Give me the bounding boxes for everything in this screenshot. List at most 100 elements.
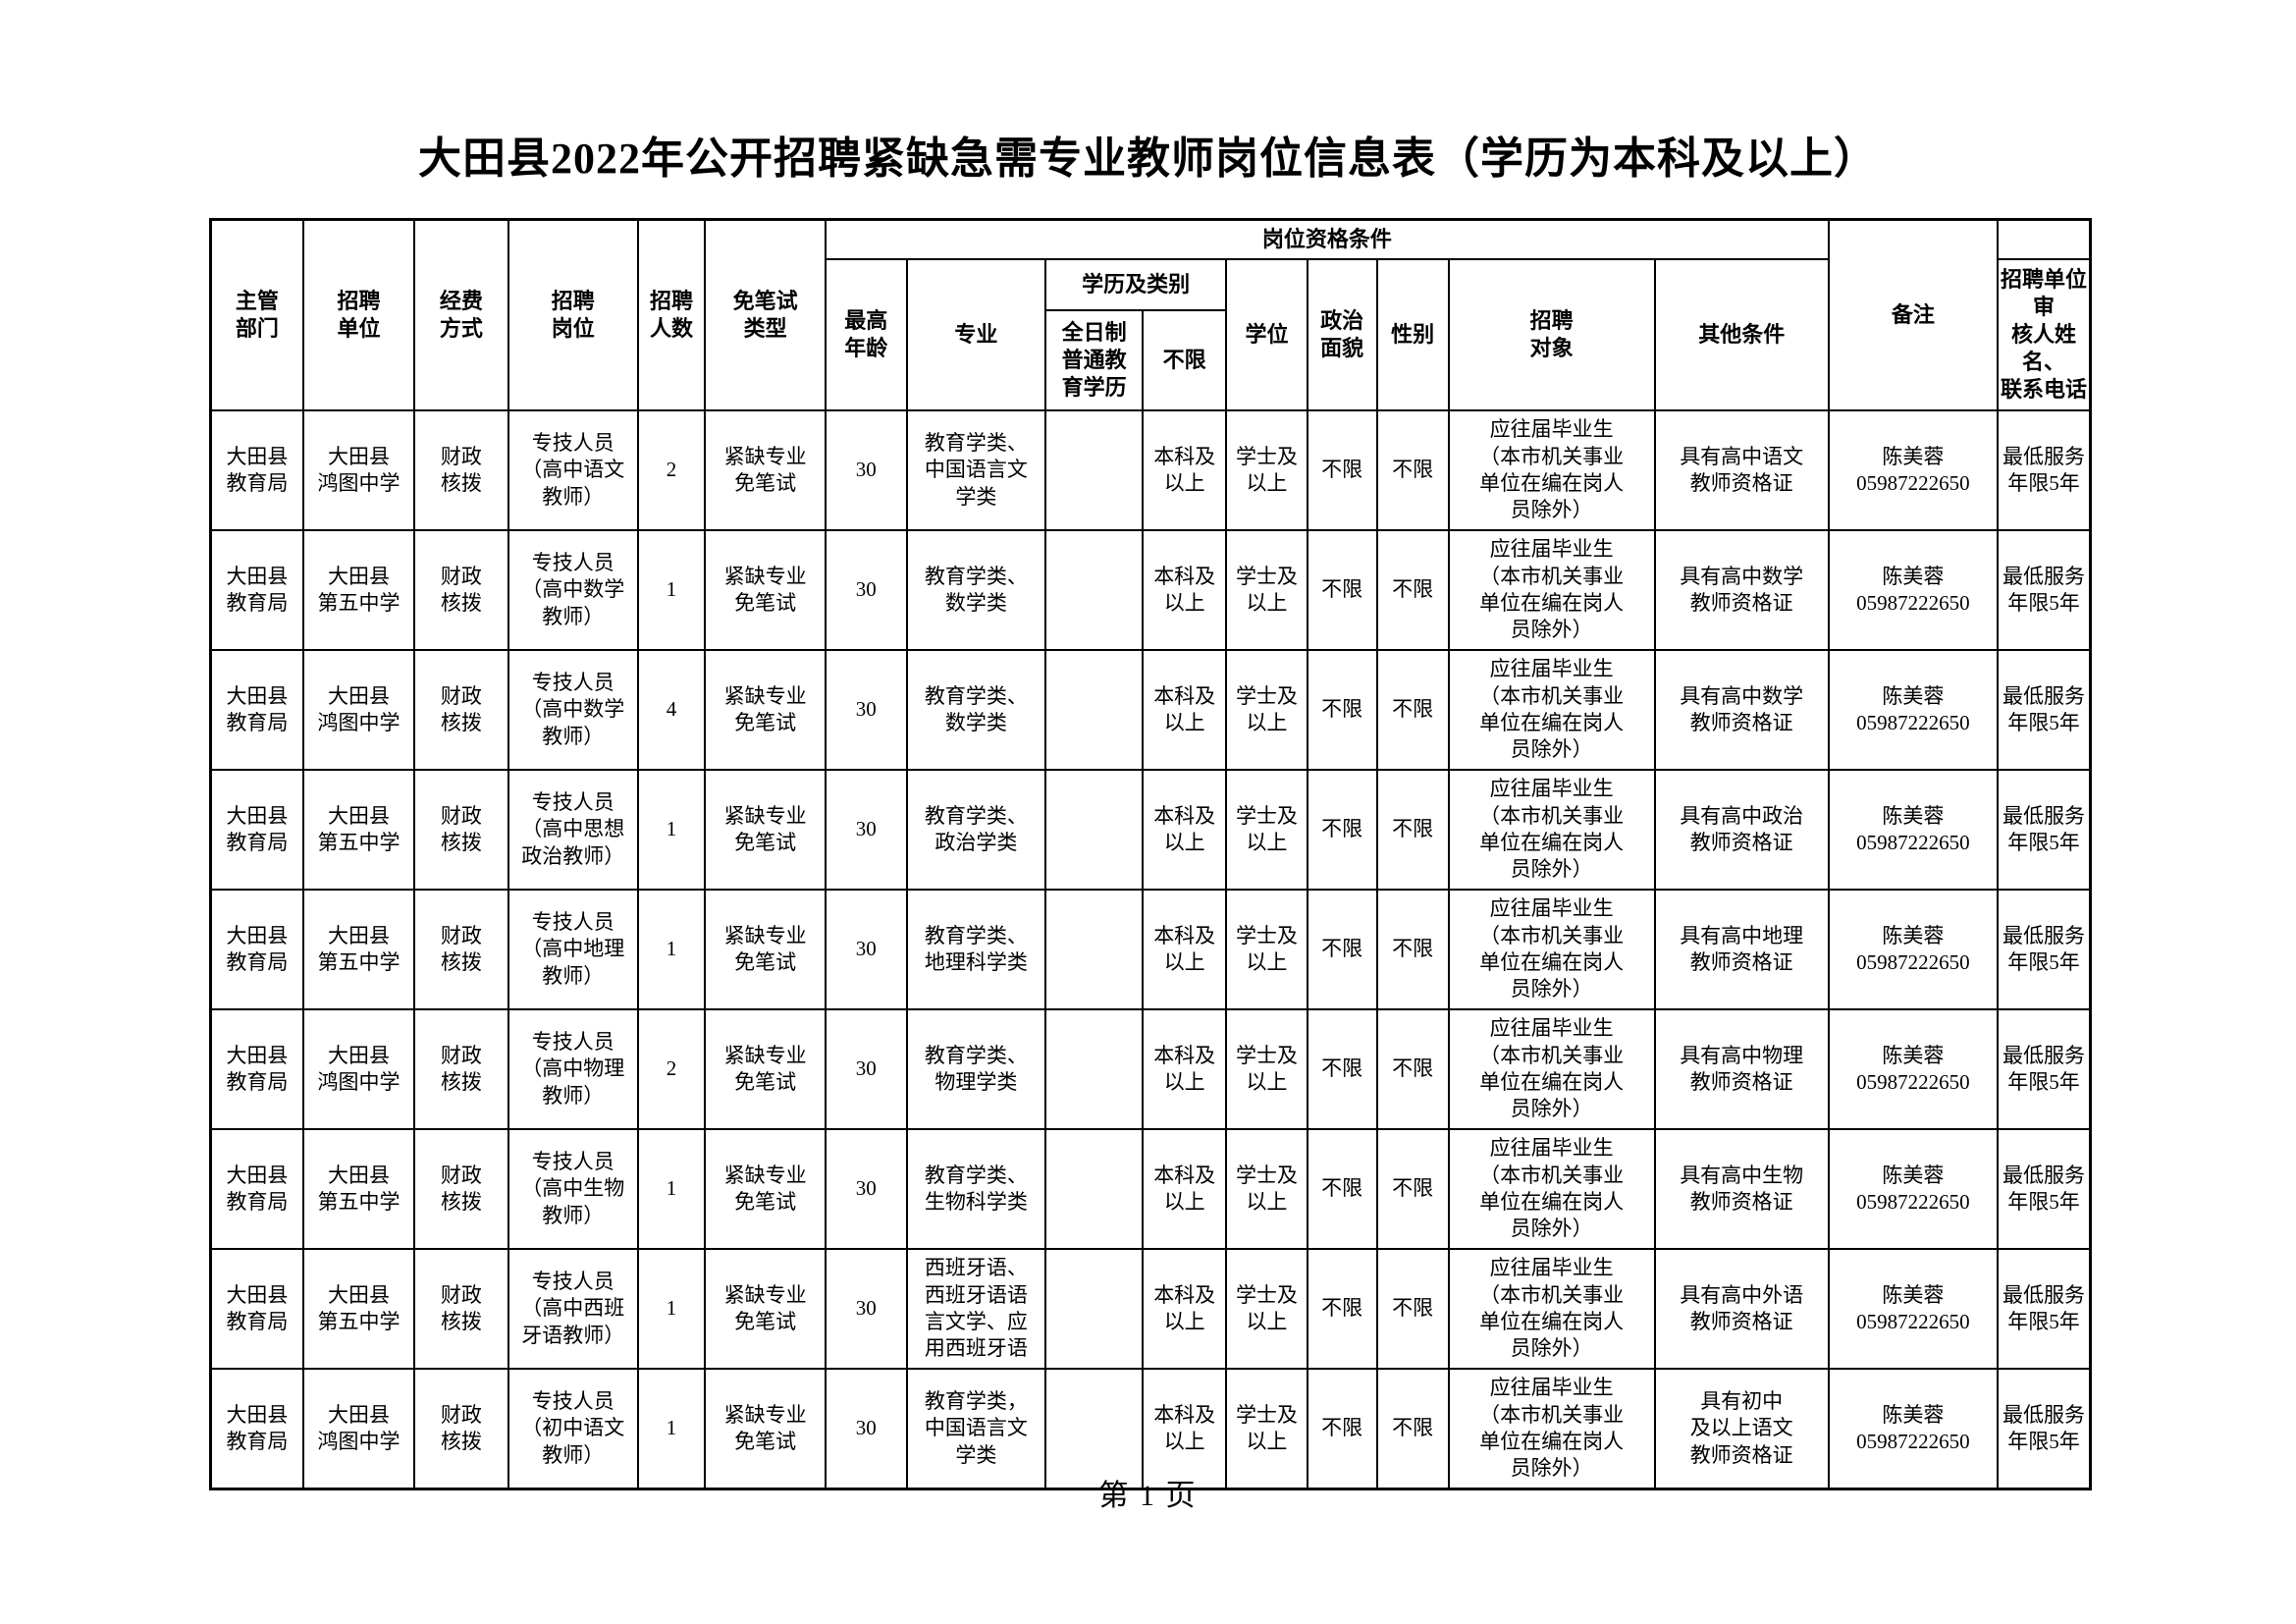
cell-funding-method: 财政 核拨	[413, 649, 509, 771]
cell-headcount: 1	[636, 769, 707, 891]
col-header-exam-waiver-type: 免笔试 类型	[704, 218, 827, 411]
cell-recruiting-unit: 大田县 鸿图中学	[301, 1368, 416, 1490]
cell-remarks: 最低服务 年限5年	[1996, 1248, 2092, 1370]
cell-political-status: 不限	[1306, 1128, 1378, 1250]
cell-degree: 学士及 以上	[1225, 1128, 1308, 1250]
cell-remarks: 最低服务 年限5年	[1996, 529, 2092, 651]
col-header-unrestricted: 不限	[1142, 309, 1228, 411]
cell-remarks: 最低服务 年限5年	[1996, 409, 2092, 531]
cell-position: 专技人员 （高中数学 教师）	[507, 529, 639, 651]
cell-target-applicants: 应往届毕业生 （本市机关事业 单位在编在岗人 员除外）	[1447, 1248, 1656, 1370]
cell-remarks: 最低服务 年限5年	[1996, 1128, 2092, 1250]
table-row: 大田县 教育局 大田县 第五中学 财政 核拨 专技人员 （高中数学 教师） 1 紧缺专业 …	[209, 529, 2092, 651]
cell-target-applicants: 应往届毕业生 （本市机关事业 单位在编在岗人 员除外）	[1447, 529, 1656, 651]
cell-exam-waiver-type: 紧缺专业 免笔试	[704, 1368, 827, 1490]
page-title: 大田县2022年公开招聘紧缺急需专业教师岗位信息表（学历为本科及以上）	[418, 135, 1878, 183]
cell-unrestricted: 本科及 以上	[1142, 649, 1228, 771]
cell-reviewer-contact: 陈美蓉 05987222650	[1827, 1368, 1999, 1490]
cell-reviewer-contact: 陈美蓉 05987222650	[1827, 889, 1999, 1010]
cell-supervising-department: 大田县 教育局	[209, 529, 304, 651]
cell-remarks: 最低服务 年限5年	[1996, 1008, 2092, 1130]
cell-funding-method: 财政 核拨	[413, 889, 509, 1010]
col-header-recruiting-unit: 招聘 单位	[301, 218, 416, 411]
cell-gender: 不限	[1375, 1008, 1450, 1130]
cell-reviewer-contact: 陈美蓉 05987222650	[1827, 769, 1999, 891]
col-header-political-status: 政治 面貌	[1306, 258, 1378, 411]
cell-max-age: 30	[824, 769, 908, 891]
cell-max-age: 30	[824, 409, 908, 531]
cell-gender: 不限	[1375, 1248, 1450, 1370]
job-information-table-container: 主管 部门 招聘 单位 经费 方式 招聘 岗位 招聘 人数 免笔试 类型 岗位资…	[209, 218, 2092, 1490]
cell-exam-waiver-type: 紧缺专业 免笔试	[704, 409, 827, 531]
group-header-education-category: 学历及类别	[1044, 258, 1228, 311]
cell-exam-waiver-type: 紧缺专业 免笔试	[704, 769, 827, 891]
cell-supervising-department: 大田县 教育局	[209, 1368, 304, 1490]
cell-fulltime-general-education	[1044, 529, 1145, 651]
cell-unrestricted: 本科及 以上	[1142, 409, 1228, 531]
cell-supervising-department: 大田县 教育局	[209, 1008, 304, 1130]
cell-gender: 不限	[1375, 1368, 1450, 1490]
cell-unrestricted: 本科及 以上	[1142, 1368, 1228, 1490]
cell-supervising-department: 大田县 教育局	[209, 409, 304, 531]
cell-reviewer-contact: 陈美蓉 05987222650	[1827, 409, 1999, 531]
cell-position: 专技人员 （高中语文 教师）	[507, 409, 639, 531]
cell-headcount: 2	[636, 409, 707, 531]
cell-exam-waiver-type: 紧缺专业 免笔试	[704, 1248, 827, 1370]
cell-gender: 不限	[1375, 529, 1450, 651]
cell-other-conditions: 具有高中地理 教师资格证	[1653, 889, 1830, 1010]
cell-degree: 学士及 以上	[1225, 649, 1308, 771]
cell-position: 专技人员 （高中生物 教师）	[507, 1128, 639, 1250]
cell-supervising-department: 大田县 教育局	[209, 649, 304, 771]
cell-major: 教育学类， 中国语言文 学类	[905, 1368, 1047, 1490]
cell-max-age: 30	[824, 529, 908, 651]
col-header-major: 专业	[905, 258, 1047, 411]
cell-exam-waiver-type: 紧缺专业 免笔试	[704, 649, 827, 771]
cell-unrestricted: 本科及 以上	[1142, 529, 1228, 651]
cell-headcount: 1	[636, 1248, 707, 1370]
cell-funding-method: 财政 核拨	[413, 1248, 509, 1370]
cell-reviewer-contact: 陈美蓉 05987222650	[1827, 649, 1999, 771]
col-header-gender: 性别	[1375, 258, 1450, 411]
cell-political-status: 不限	[1306, 1368, 1378, 1490]
col-header-headcount: 招聘 人数	[636, 218, 707, 411]
table-row: 大田县 教育局 大田县 第五中学 财政 核拨 专技人员 （高中地理 教师） 1 紧缺专业 …	[209, 889, 2092, 1010]
cell-unrestricted: 本科及 以上	[1142, 769, 1228, 891]
cell-political-status: 不限	[1306, 409, 1378, 531]
cell-supervising-department: 大田县 教育局	[209, 889, 304, 1010]
cell-remarks: 最低服务 年限5年	[1996, 769, 2092, 891]
cell-other-conditions: 具有高中物理 教师资格证	[1653, 1008, 1830, 1130]
cell-fulltime-general-education	[1044, 649, 1145, 771]
cell-funding-method: 财政 核拨	[413, 1008, 509, 1130]
table-row: 大田县 教育局 大田县 鸿图中学 财政 核拨 专技人员 （初中语文 教师） 1 紧缺专业 …	[209, 1368, 2092, 1490]
cell-funding-method: 财政 核拨	[413, 1368, 509, 1490]
cell-fulltime-general-education	[1044, 1248, 1145, 1370]
cell-major: 教育学类、 数学类	[905, 529, 1047, 651]
cell-other-conditions: 具有高中生物 教师资格证	[1653, 1128, 1830, 1250]
header-row-group: 主管 部门 招聘 单位 经费 方式 招聘 岗位 招聘 人数 免笔试 类型 岗位资…	[209, 218, 2091, 411]
cell-target-applicants: 应往届毕业生 （本市机关事业 单位在编在岗人 员除外）	[1447, 1128, 1656, 1250]
cell-unrestricted: 本科及 以上	[1142, 1008, 1228, 1130]
header-row-leaf: 全日制 普通教 育学历 不限	[211, 309, 2091, 411]
cell-position: 专技人员 （初中语文 教师）	[507, 1368, 639, 1490]
cell-recruiting-unit: 大田县 鸿图中学	[301, 1008, 416, 1130]
cell-fulltime-general-education	[1044, 1368, 1145, 1490]
cell-headcount: 1	[636, 529, 707, 651]
cell-degree: 学士及 以上	[1225, 769, 1308, 891]
col-header-max-age: 最高 年龄	[824, 258, 908, 411]
col-header-reviewer-contact: 招聘单位审 核人姓名、 联系电话	[1996, 258, 2092, 411]
col-header-other-conditions: 其他条件	[1653, 258, 1830, 411]
cell-gender: 不限	[1375, 649, 1450, 771]
cell-target-applicants: 应往届毕业生 （本市机关事业 单位在编在岗人 员除外）	[1447, 769, 1656, 891]
table-row: 大田县 教育局 大田县 第五中学 财政 核拨 专技人员 （高中思想 政治教师） 1 紧缺专…	[209, 769, 2092, 891]
cell-major: 教育学类、 生物科学类	[905, 1128, 1047, 1250]
cell-headcount: 1	[636, 889, 707, 1010]
cell-gender: 不限	[1375, 1128, 1450, 1250]
cell-supervising-department: 大田县 教育局	[209, 1128, 304, 1250]
col-header-remarks: 备注	[1827, 218, 1999, 411]
cell-degree: 学士及 以上	[1225, 529, 1308, 651]
col-header-fulltime-general-education: 全日制 普通教 育学历	[1044, 309, 1145, 411]
table-header: 主管 部门 招聘 单位 经费 方式 招聘 岗位 招聘 人数 免笔试 类型 岗位资…	[209, 218, 2092, 411]
cell-max-age: 30	[824, 889, 908, 1010]
cell-max-age: 30	[824, 1248, 908, 1370]
